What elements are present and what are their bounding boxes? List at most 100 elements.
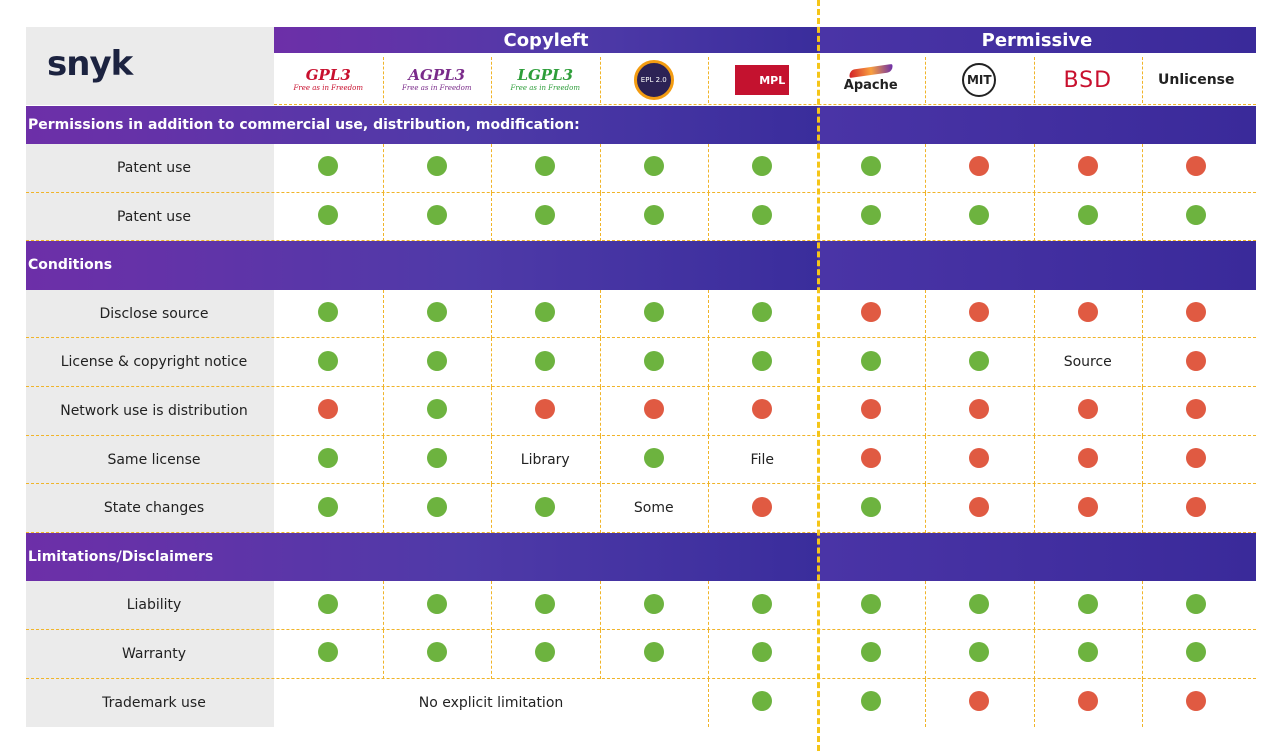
row-label-bg	[26, 678, 274, 728]
license-tagline: Free as in Freedom	[402, 84, 472, 92]
green-dot	[426, 593, 447, 614]
snyk-logo: snyk	[47, 44, 133, 84]
green-dot	[1186, 642, 1207, 663]
col-separator	[599, 338, 601, 387]
mit-logo-icon: MIT	[925, 57, 1033, 103]
logo-col-separator	[491, 57, 492, 103]
green-dot	[643, 350, 664, 371]
col-separator	[599, 581, 601, 630]
mpl-logo-icon: MPL	[708, 57, 816, 103]
col-separator	[491, 435, 492, 485]
col-separator	[708, 192, 709, 242]
cell-text: File	[750, 451, 774, 468]
col-separator	[491, 581, 492, 630]
section-band-right	[818, 532, 1256, 582]
copyleft-permissive-divider	[817, 0, 820, 751]
permissive-header-band	[818, 27, 1256, 53]
green-dot	[860, 350, 881, 371]
section-band-left	[26, 106, 818, 144]
merged-cell-text: No explicit limitation	[418, 694, 564, 711]
cell-text: Some	[633, 500, 674, 517]
red-dot	[1186, 447, 1207, 468]
green-dot	[643, 156, 664, 177]
green-dot	[860, 156, 881, 177]
col-separator	[382, 435, 384, 485]
green-dot	[535, 593, 556, 614]
col-separator	[599, 192, 601, 242]
red-dot	[860, 447, 881, 468]
row-label-bg	[26, 435, 274, 485]
red-dot	[1186, 690, 1207, 711]
green-dot	[318, 593, 339, 614]
section-band-left	[26, 532, 818, 582]
green-dot	[643, 593, 664, 614]
epl-emblem: EPL 2.0	[633, 60, 674, 100]
section-title: Limitations/Disclaimers	[28, 548, 214, 565]
cell-text: Source	[1063, 354, 1112, 371]
col-separator	[599, 289, 601, 339]
row-label: License & copyright notice	[60, 354, 248, 371]
logo-col-separator	[708, 57, 709, 103]
red-dot	[1186, 496, 1207, 517]
green-dot	[752, 690, 773, 711]
col-separator	[599, 435, 601, 485]
col-separator	[382, 630, 384, 679]
green-dot	[426, 642, 447, 663]
green-dot	[860, 496, 881, 517]
lgpl3-logo-icon-mark: LGPL3 Free as in Freedom	[511, 68, 581, 92]
col-separator	[382, 289, 384, 339]
section-title: Permissions in addition to commercial us…	[28, 117, 580, 133]
red-dot	[969, 302, 990, 323]
col-separator	[1033, 435, 1035, 485]
col-separator	[1033, 484, 1035, 533]
license-name: AGPL3	[408, 66, 466, 84]
col-separator	[491, 192, 492, 242]
col-separator	[599, 144, 601, 193]
red-dot	[752, 399, 773, 420]
col-separator	[491, 144, 492, 193]
logo-col-separator	[599, 57, 601, 103]
section-title: Conditions	[28, 257, 113, 274]
col-separator	[1142, 581, 1143, 630]
lgpl3-logo-icon: LGPL3 Free as in Freedom	[491, 57, 599, 103]
row-label: Disclose source	[99, 305, 209, 322]
green-dot	[752, 302, 773, 323]
col-separator	[1033, 338, 1035, 387]
unlicense-text-icon: Unlicense	[1142, 57, 1250, 103]
red-dot	[969, 496, 990, 517]
row-separator	[26, 629, 1256, 630]
red-dot	[535, 399, 556, 420]
green-dot	[643, 642, 664, 663]
col-separator	[925, 144, 926, 193]
green-dot	[1186, 593, 1207, 614]
col-separator	[708, 630, 709, 679]
col-separator	[925, 435, 926, 485]
row-separator	[26, 483, 1256, 485]
row-label-bg	[26, 581, 274, 630]
feather	[848, 63, 894, 79]
row-label-bg	[26, 630, 274, 679]
red-dot	[860, 399, 881, 420]
red-dot	[969, 156, 990, 177]
logo-col-separator	[1033, 57, 1035, 103]
col-separator	[382, 387, 384, 436]
copyleft-header-band	[274, 27, 818, 53]
section-band-left	[26, 241, 818, 290]
logo-col-separator	[925, 57, 926, 103]
row-label: State changes	[103, 500, 205, 517]
red-dot	[318, 399, 339, 420]
col-separator	[382, 338, 384, 387]
green-dot	[1077, 642, 1098, 663]
green-dot	[535, 496, 556, 517]
red-dot	[860, 302, 881, 323]
green-dot	[426, 156, 447, 177]
green-dot	[752, 642, 773, 663]
row-separator	[26, 191, 1256, 193]
col-separator	[925, 484, 926, 533]
col-separator	[708, 581, 709, 630]
col-separator	[708, 435, 709, 485]
green-dot	[318, 156, 339, 177]
red-dot	[1077, 447, 1098, 468]
col-separator	[925, 192, 926, 242]
col-separator	[1033, 630, 1035, 679]
